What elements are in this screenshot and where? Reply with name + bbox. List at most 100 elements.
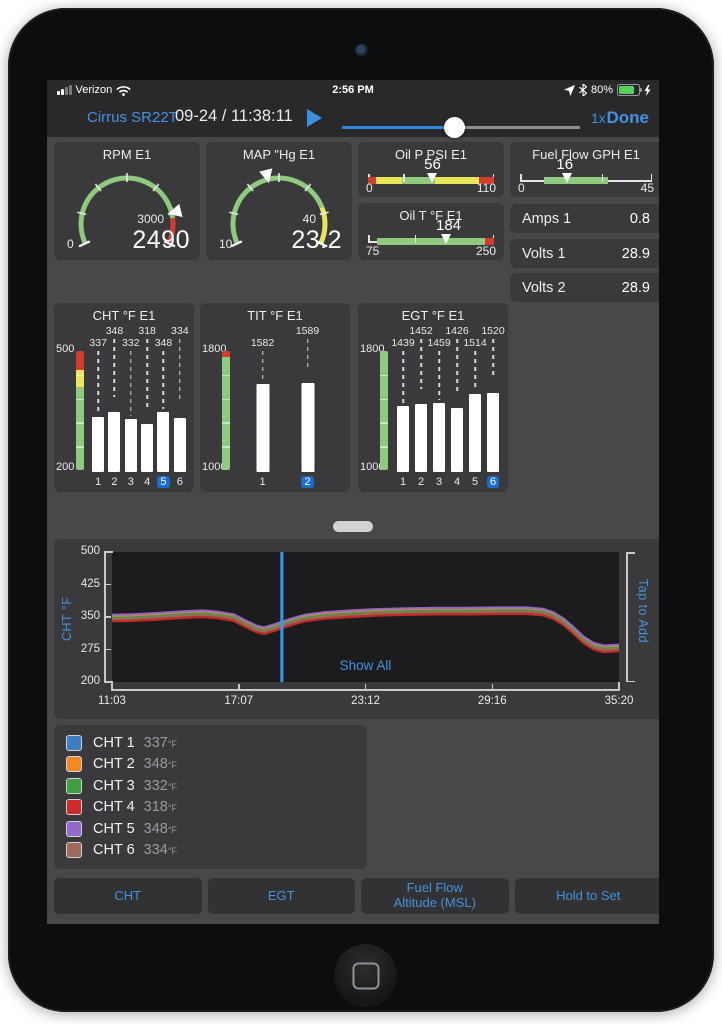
x-tick-label: 23:12 xyxy=(351,695,380,707)
cylinder-number[interactable]: 1 xyxy=(259,476,266,488)
cylinder-number[interactable]: 1 xyxy=(399,476,407,488)
legend-swatch xyxy=(66,756,82,773)
x-tick-label: 11:03 xyxy=(98,695,126,707)
cht-bar-panel: CHT °F E1 500 200 337 1 348 2 332 3 318 4 348 5 334 6 xyxy=(54,303,194,492)
cylinder-column: 1514 5 xyxy=(463,325,486,488)
cylinder-number[interactable]: 6 xyxy=(176,476,183,488)
hold-to-set-button[interactable]: Hold to Set xyxy=(514,878,659,914)
gauge-value: 16 xyxy=(556,156,574,173)
gauge-tick xyxy=(414,235,417,243)
bluetooth-icon xyxy=(579,84,587,96)
readout-value: 0.8 xyxy=(629,210,650,227)
done-button[interactable]: Done xyxy=(606,108,650,127)
nav-bar: Cirrus SR22T 09-24 / 11:38:11 1x Done xyxy=(47,100,659,138)
cylinder-number[interactable]: 2 xyxy=(417,476,425,488)
cht-legend-panel: CHT 1 337°F CHT 2 348°F CHT 3 332°F CHT 4 318°F… xyxy=(54,725,367,869)
cylinder-number-selected[interactable]: 2 xyxy=(301,476,314,488)
show-all-button[interactable]: Show All xyxy=(339,658,392,673)
gauge-min-label: 75 xyxy=(366,244,380,258)
scale-min-label: 1000 xyxy=(202,461,227,473)
wifi-icon xyxy=(116,85,131,96)
gauge-min-label: 0 xyxy=(366,181,373,195)
cylinder-column: 348 5 xyxy=(155,325,172,488)
drag-handle[interactable] xyxy=(333,521,373,532)
legend-row-cht-5[interactable]: CHT 5 348°F xyxy=(54,818,367,840)
color-scale-strip xyxy=(76,351,84,470)
value-dash-line xyxy=(456,339,458,393)
cylinder-number[interactable]: 5 xyxy=(471,476,479,488)
cylinder-bar xyxy=(256,383,269,472)
cylinder-bars: 1439 1 1452 2 1459 3 1426 4 1514 5 1520 6 xyxy=(391,325,505,488)
color-scale-strip xyxy=(380,351,388,470)
cylinder-bar xyxy=(433,402,445,472)
cylinder-bar xyxy=(157,412,170,472)
legend-row-cht-3[interactable]: CHT 3 332°F xyxy=(54,775,367,797)
gauge-value: 56 xyxy=(424,156,441,173)
legend-series-value: 332°F xyxy=(143,777,177,794)
legend-swatch xyxy=(66,734,82,751)
cylinder-number[interactable]: 2 xyxy=(111,476,118,488)
legend-row-cht-2[interactable]: CHT 2 348°F xyxy=(54,754,367,776)
gauge-value: 23.2 xyxy=(291,226,342,254)
front-camera xyxy=(355,44,368,57)
cylinder-bar xyxy=(469,394,481,472)
cylinder-number[interactable]: 4 xyxy=(453,476,461,488)
value-dash-line xyxy=(162,351,165,410)
legend-row-cht-4[interactable]: CHT 4 318°F xyxy=(54,797,367,819)
value-dash-line xyxy=(402,351,404,403)
cylinder-number-selected[interactable]: 5 xyxy=(157,476,170,488)
gauge-value: 2490 xyxy=(132,226,190,254)
cylinder-number-selected[interactable]: 6 xyxy=(486,476,500,488)
cylinder-value: 348 xyxy=(105,325,124,337)
value-dash-line xyxy=(306,339,309,368)
legend-series-name: CHT 6 xyxy=(93,842,135,859)
y-tick-label: 425 xyxy=(80,577,100,590)
gauge-max-label: 40 xyxy=(302,212,316,226)
home-button[interactable] xyxy=(334,944,397,1007)
scale-tick xyxy=(380,446,388,448)
fuel-flow-button[interactable]: Fuel Flow Altitude (MSL) xyxy=(361,878,509,914)
cylinder-column: 1520 6 xyxy=(481,325,505,488)
legend-row-cht-1[interactable]: CHT 1 337°F xyxy=(54,732,367,754)
legend-row-cht-6[interactable]: CHT 6 334°F xyxy=(54,840,367,862)
cylinder-column: 1589 2 xyxy=(296,325,319,488)
gauge-zone xyxy=(434,176,479,184)
aircraft-button[interactable]: Cirrus SR22T xyxy=(87,109,178,126)
cht-button[interactable]: CHT xyxy=(54,878,202,914)
slider-thumb[interactable] xyxy=(443,117,465,138)
cylinder-number[interactable]: 3 xyxy=(435,476,443,488)
y-tick-label: 200 xyxy=(80,675,100,687)
tap-to-add-button[interactable]: Tap to Add xyxy=(636,579,650,644)
cylinder-column: 1459 3 xyxy=(427,325,451,488)
slider-fill xyxy=(342,126,454,129)
gauge-max-label: 110 xyxy=(476,181,496,195)
cylinder-bar xyxy=(108,412,121,472)
battery-percent: 80% xyxy=(590,84,613,96)
scale-tick xyxy=(222,374,230,377)
clock: 2:56 PM xyxy=(332,84,374,96)
play-button[interactable] xyxy=(307,109,322,127)
gauge-zone xyxy=(402,176,435,184)
bar-panel-title: EGT °F E1 xyxy=(401,308,465,323)
gauge-pointer xyxy=(426,173,437,183)
gauge-zone xyxy=(485,237,494,245)
cylinder-value: 1459 xyxy=(427,337,451,349)
gauge-min-label: 0 xyxy=(67,237,74,251)
y-tick-label: 500 xyxy=(80,545,100,557)
cylinder-value: 1582 xyxy=(250,337,275,349)
playback-speed[interactable]: 1x xyxy=(591,110,606,126)
cylinder-number[interactable]: 1 xyxy=(95,476,102,488)
cylinder-column: 334 6 xyxy=(171,325,189,488)
legend-swatch xyxy=(66,842,82,859)
gauge-min-label: 0 xyxy=(518,181,525,195)
playback-slider[interactable] xyxy=(342,117,580,138)
cht-history-chart-panel: CHT °F Show All Tap to Add 500 425 350 275 2… xyxy=(54,539,659,719)
egt-button[interactable]: EGT xyxy=(207,878,355,914)
chart-plot-area[interactable]: Show All xyxy=(110,552,621,682)
scale-tick xyxy=(76,398,84,401)
cylinder-number[interactable]: 3 xyxy=(127,476,134,488)
cylinder-column: 337 1 xyxy=(89,325,107,488)
cylinder-bar xyxy=(487,393,499,472)
gauge-title: Fuel Flow GPH E1 xyxy=(532,147,640,162)
cylinder-number[interactable]: 4 xyxy=(144,476,151,488)
